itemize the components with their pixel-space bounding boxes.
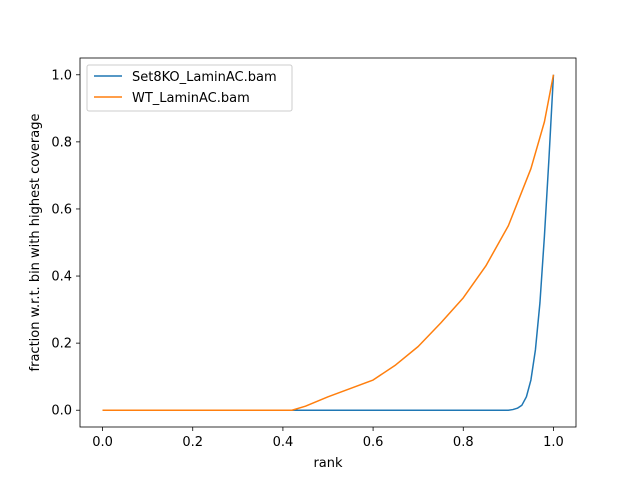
y-tick-label: 0.8 <box>51 135 72 150</box>
legend: Set8KO_LaminAC.bam WT_LaminAC.bam <box>86 64 293 112</box>
y-tick-label: 0.0 <box>51 404 72 419</box>
x-tick-label: 0.4 <box>273 435 294 450</box>
series-line-1 <box>102 74 555 411</box>
x-tick-label: 0.6 <box>363 435 384 450</box>
x-tick-label: 0.2 <box>182 435 203 450</box>
plot-area-frame <box>79 57 577 428</box>
x-axis-label: rank <box>313 456 343 471</box>
y-axis-label: fraction w.r.t. bin with highest coverag… <box>28 114 43 372</box>
y-tick-label: 0.4 <box>51 270 72 285</box>
y-tick-label: 0.2 <box>51 337 72 352</box>
x-tick-label: 0.8 <box>453 435 474 450</box>
legend-box <box>86 64 293 112</box>
axis-ticks: 0.0 0.2 0.4 0.6 0.8 1.0 0.0 0.2 0.4 0.6 0.8 1.0 <box>51 68 563 450</box>
plot-lines <box>102 74 555 411</box>
x-tick-label: 1.0 <box>543 435 564 450</box>
legend-label-set8ko: Set8KO_LaminAC.bam <box>132 70 277 85</box>
y-tick-label: 0.6 <box>51 202 72 217</box>
series-line-0 <box>102 74 555 411</box>
legend-label-wt: WT_LaminAC.bam <box>132 91 250 106</box>
y-tick-label: 1.0 <box>51 68 72 83</box>
x-tick-label: 0.0 <box>92 435 113 450</box>
